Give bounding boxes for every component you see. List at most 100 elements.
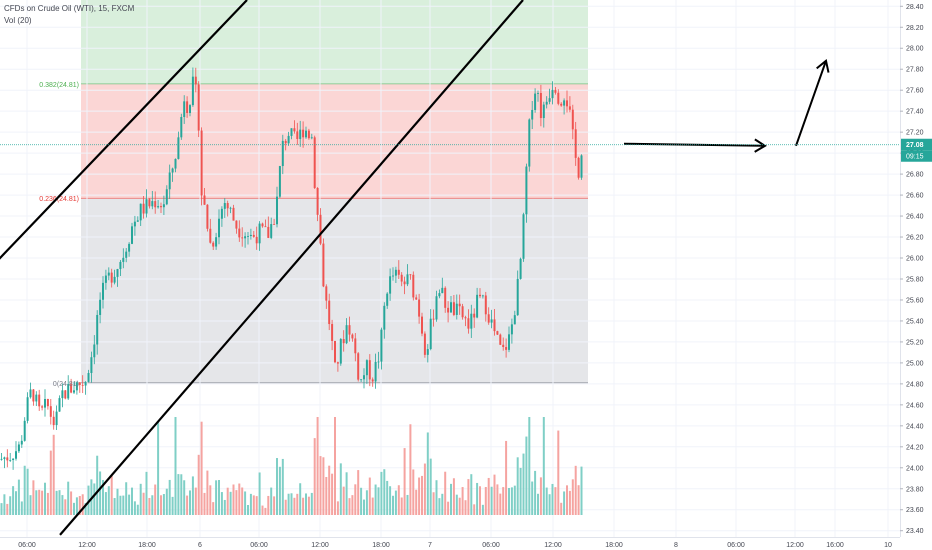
trend-drawings [0,0,900,536]
volume-bar [432,492,435,515]
last-price-badge [901,138,932,151]
candle-body [58,398,61,412]
volume-bar [26,468,29,515]
candle-body [392,275,394,277]
volume-bar [325,476,328,515]
volume-bar [470,474,473,515]
candle-body [241,237,244,239]
volume-indicator-label[interactable]: Vol (20) [4,16,32,25]
volume-bar [360,487,363,515]
volume-bar [447,501,450,515]
candle-body [81,384,84,386]
price-tick-label: 26.80 [906,172,924,179]
volume-bar [215,480,218,515]
candle-body [568,106,571,110]
candle-body [212,242,215,247]
volume-bar [403,448,406,515]
volume-bar [392,495,394,515]
volume-bar [180,474,183,515]
candle-body [513,315,516,325]
volume-bar [160,495,162,515]
price-axis[interactable]: 28.4028.2028.0027.8027.6027.4027.2027.00… [900,0,932,550]
last-price-value: 27.08 [906,142,924,149]
volume-bar [389,486,392,515]
candle-body [197,84,200,131]
volume-bar [61,495,64,515]
candle-body [348,325,351,335]
fib-zone-red [81,83,588,199]
volume-bar [342,486,345,515]
volume-bar [73,502,75,515]
volume-bar [157,421,160,515]
candle-body [563,100,566,106]
candle-body [209,228,212,243]
volume-bar [67,481,70,515]
candle-body [252,234,255,237]
volume-bar [435,480,438,515]
candle-body [67,384,70,399]
volume-bar [209,485,212,515]
candle-body [574,129,577,158]
time-tick-label: 06:00 [727,542,745,549]
candle-body [6,457,9,461]
candle-body [229,207,232,209]
candle-body [174,158,177,169]
candle-body [87,373,90,382]
volume-bar [273,496,276,515]
candle-body [516,278,519,316]
volume-bar [23,465,26,515]
volume-bar [223,499,226,515]
candle-body [542,104,545,119]
last-price-tag: 27.08 09:15 [901,138,932,162]
volume-bar [171,496,174,515]
candle-body [218,218,220,238]
candle-body [200,130,203,196]
candle-body [104,275,107,283]
time-tick-label: 18:00 [372,542,390,549]
price-tick-label: 25.40 [906,318,924,325]
candle-body [41,406,44,408]
candle-body [26,397,29,421]
volume-bar [293,497,296,515]
volume-bar [284,499,287,515]
symbol-title[interactable]: CFDs on Crude Oil (WTI), 15, FXCM [4,4,135,13]
volume-bar [508,487,510,515]
arrow-head [816,59,830,73]
candle-body [534,93,537,110]
candle-body [110,272,113,283]
candle-body [365,360,368,376]
volume-bar [229,491,232,515]
volume-bar [574,465,577,515]
time-axis[interactable]: 06:00 12:00 18:00 6 06:00 12:00 18:00 7 06:00 12:… [0,537,932,550]
volume-bar [249,493,252,515]
volume-bar [354,484,357,515]
price-tick-label: 28.00 [906,46,924,53]
volume-bar [191,476,194,515]
volume-bar [139,483,142,515]
volume-bar [197,454,200,515]
candle-body [307,130,310,139]
candle-body [107,272,110,276]
volume-bar [70,491,73,515]
volume-bar [133,501,136,515]
candle-body [249,234,252,237]
candle-body [183,101,186,118]
candle-body [531,109,534,120]
volume-bar [200,421,203,515]
time-tick-label: 12:00 [786,542,804,549]
volume-bar [258,472,261,515]
candle-body [0,458,3,460]
candle-body [519,258,522,279]
candle-body [528,119,531,167]
price-tick-label: 28.20 [906,25,924,32]
volume-bar [64,499,67,515]
candle-body [334,340,336,363]
volume-bar [241,487,244,515]
volume-bar [168,479,171,515]
candle-body [267,226,270,238]
volume-bar [218,480,220,515]
candle-body [287,135,290,144]
candle-body [571,109,574,130]
candle-body [377,361,380,363]
candle-body [490,319,493,323]
